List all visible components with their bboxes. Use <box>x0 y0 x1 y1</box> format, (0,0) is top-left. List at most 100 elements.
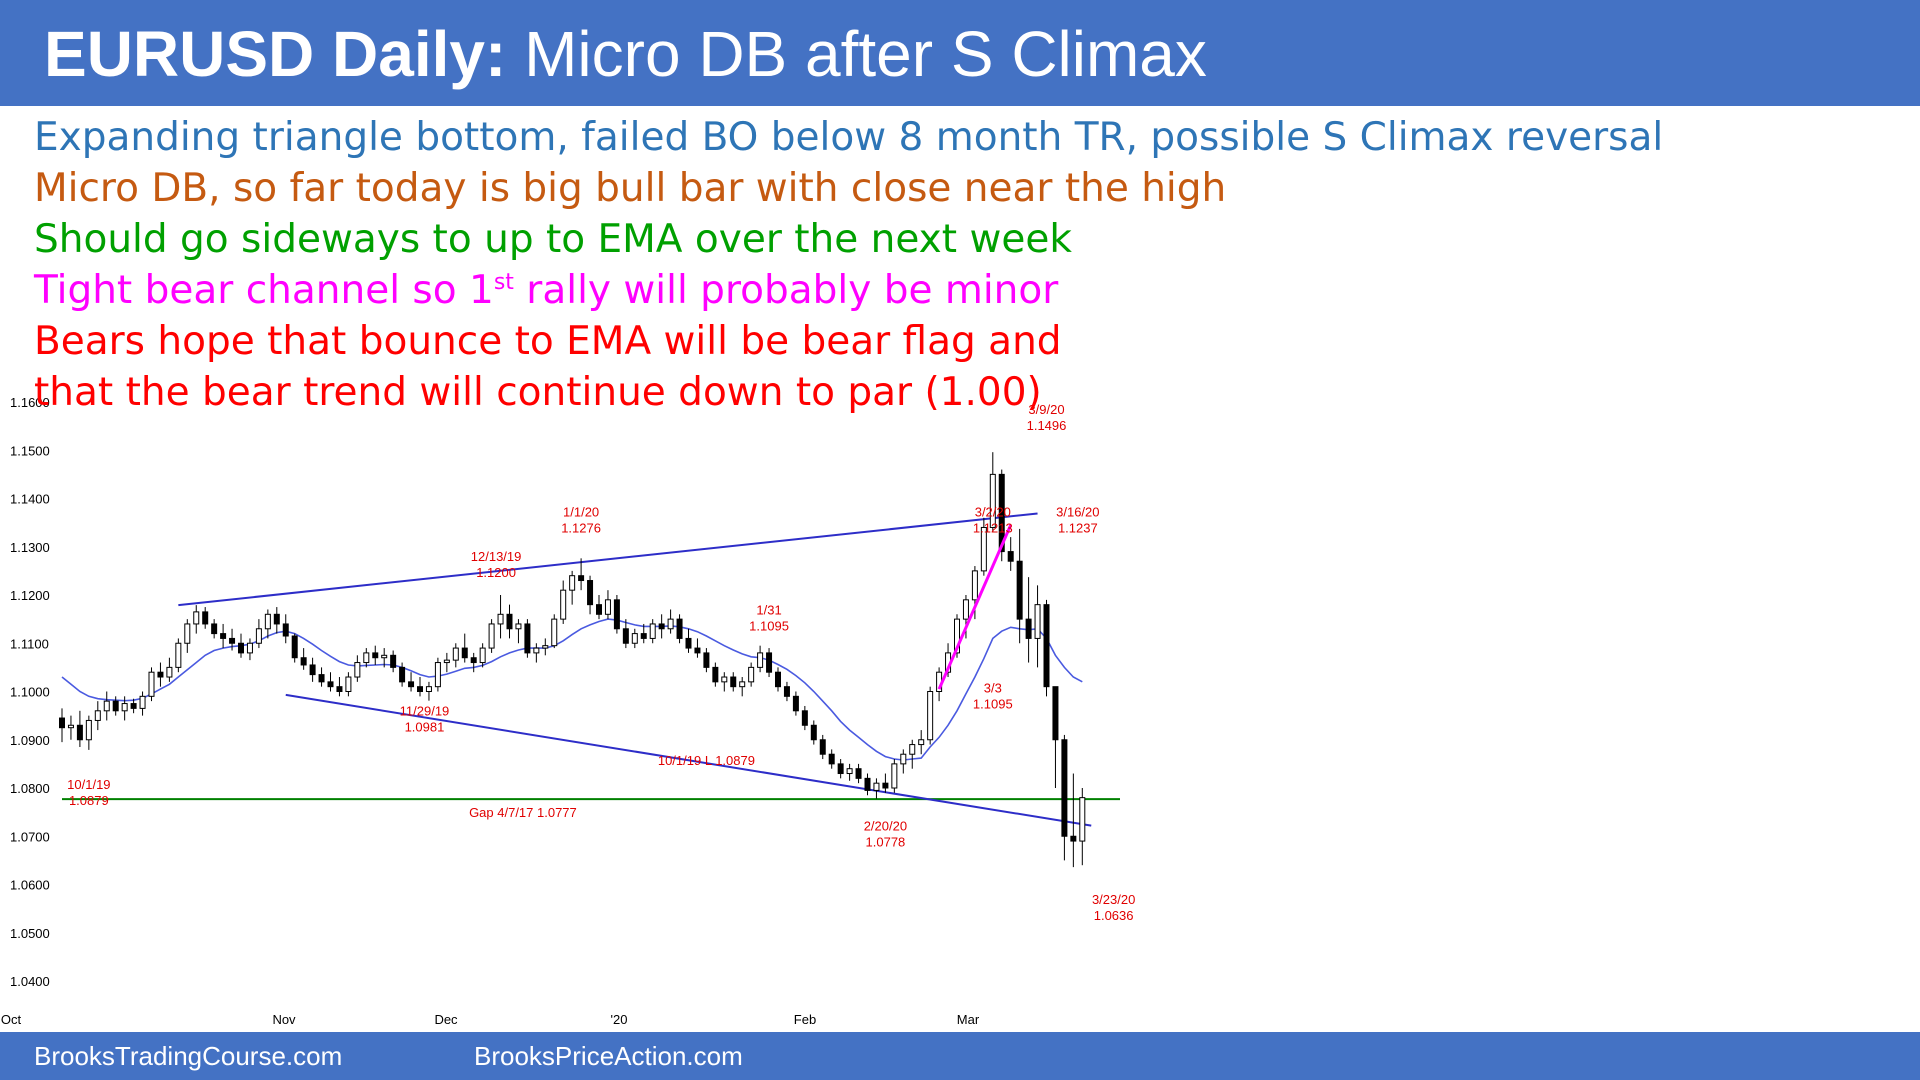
candle-body <box>551 618 558 647</box>
candle-body <box>408 681 415 688</box>
candle-body <box>238 642 244 654</box>
annotation-label: 3/9/20 <box>1028 402 1064 417</box>
candle-body <box>676 618 683 639</box>
annotation-label: 3/2/20 <box>975 504 1011 519</box>
upper-trend-line <box>178 512 1038 607</box>
y-tick-label: 1.1500 <box>10 443 50 458</box>
candle-body <box>837 763 844 775</box>
note-line-5: Bears hope that bounce to EMA will be be… <box>34 316 1534 367</box>
candle-body <box>229 637 236 644</box>
candle-body <box>739 681 746 688</box>
candle-body <box>67 724 74 729</box>
annotation-value: 1.1496 <box>1027 418 1067 433</box>
candle-body <box>828 753 835 765</box>
candle-body <box>166 666 173 678</box>
candle-body <box>327 681 334 688</box>
annotation-label: 12/13/19 <box>471 549 522 564</box>
candle-body <box>604 599 611 615</box>
annotation-label: 10/1/19 <box>67 777 110 792</box>
candle-body <box>730 676 737 688</box>
page-title: EURUSD Daily: Micro DB after S Climax <box>44 14 1207 94</box>
y-tick-label: 1.1100 <box>10 636 49 651</box>
candle-body <box>560 589 567 620</box>
note-line-3: Should go sideways to up to EMA over the… <box>34 214 1534 265</box>
candle-body <box>891 763 898 789</box>
candle-body <box>596 604 602 615</box>
candle-body <box>622 628 629 644</box>
candle-body <box>336 686 343 692</box>
candle-body <box>846 768 853 775</box>
candle-body <box>157 671 164 678</box>
candle-body <box>882 782 889 789</box>
candle-body <box>524 623 531 654</box>
candle-body <box>399 666 406 683</box>
note-text: that the bear trend will continue down t… <box>34 370 1042 415</box>
candle-body <box>775 671 781 688</box>
candle-body <box>184 623 191 644</box>
commentary: Expanding triangle bottom, failed BO bel… <box>34 112 1663 418</box>
candle-body <box>121 703 128 712</box>
annotation-value: 1.1276 <box>561 520 601 535</box>
candle-body <box>694 647 701 654</box>
candle-body <box>497 613 504 625</box>
bull-channel-line <box>937 524 1013 690</box>
annotation-label: 10/1/19 L 1.0879 <box>658 753 755 768</box>
candle-body <box>488 623 495 649</box>
candle-body <box>300 657 307 666</box>
candle-body <box>533 647 540 654</box>
title-rest: Micro DB after S Climax <box>506 18 1207 90</box>
x-tick-label: Nov <box>272 1012 296 1027</box>
annotation-label: 3/3 <box>984 680 1002 695</box>
note-text-after: rally will probably be minor <box>513 268 1059 313</box>
annotation-value: 1.0636 <box>1094 908 1134 923</box>
annotation-value: 1.0879 <box>69 793 109 808</box>
candle-body <box>425 686 432 692</box>
x-tick-label: Mar <box>957 1012 980 1027</box>
y-tick-label: 1.1300 <box>10 540 50 555</box>
annotation-value: 1.1200 <box>476 565 516 580</box>
candle-body <box>757 652 764 668</box>
note-text: Expanding triangle bottom, failed BO bel… <box>34 115 1664 160</box>
candle-body <box>291 635 298 659</box>
candle-body <box>542 645 549 649</box>
candle-body <box>417 686 423 692</box>
candle-body <box>1061 739 1068 837</box>
y-tick-label: 1.1400 <box>10 492 50 507</box>
candle-body <box>783 686 790 697</box>
title-bar: EURUSD Daily: Micro DB after S Climax <box>0 0 1920 106</box>
note-text: Micro DB, so far today is big bull bar w… <box>34 166 1227 211</box>
candle-body <box>631 633 638 644</box>
candle-body <box>76 724 83 741</box>
candle-body <box>801 710 808 726</box>
candle-body <box>193 611 200 625</box>
candle-body <box>103 700 110 712</box>
chart-area: 1.1600 1.1500 1.1400 1.1300 1.1200 1.1100 1.10… <box>1 395 1135 1027</box>
annotation-label: Gap 4/7/17 1.0777 <box>469 805 577 820</box>
candle-body <box>587 580 594 606</box>
y-tick-label: 1.0600 <box>10 878 50 893</box>
candle-body <box>318 674 325 683</box>
x-tick-label: Dec <box>434 1012 458 1027</box>
candle-body <box>282 623 289 637</box>
candle-body <box>94 710 101 721</box>
x-tick-label: Feb <box>794 1012 816 1027</box>
candle-body <box>766 652 773 673</box>
note-text: Bears hope that bounce to EMA will be be… <box>34 319 1062 364</box>
candle-body <box>354 662 361 678</box>
candle-body <box>390 654 397 668</box>
note-text: Should go sideways to up to EMA over the… <box>34 217 1072 262</box>
annotation-label: 2/20/20 <box>864 818 907 833</box>
candle-body <box>640 633 647 639</box>
footer-left-text: BrooksTradingCourse.com <box>34 1041 343 1071</box>
candle-body <box>954 618 960 654</box>
candle-body <box>59 717 65 729</box>
candle-body <box>900 753 907 765</box>
candle-body <box>962 599 969 620</box>
candle-body <box>810 724 817 741</box>
candle-body <box>649 623 656 639</box>
candle-body <box>1043 604 1050 688</box>
candle-body <box>578 575 585 582</box>
note-line-6: that the bear trend will continue down t… <box>34 367 1534 418</box>
y-tick-label: 1.1200 <box>10 588 50 603</box>
candle-body <box>1007 551 1014 562</box>
